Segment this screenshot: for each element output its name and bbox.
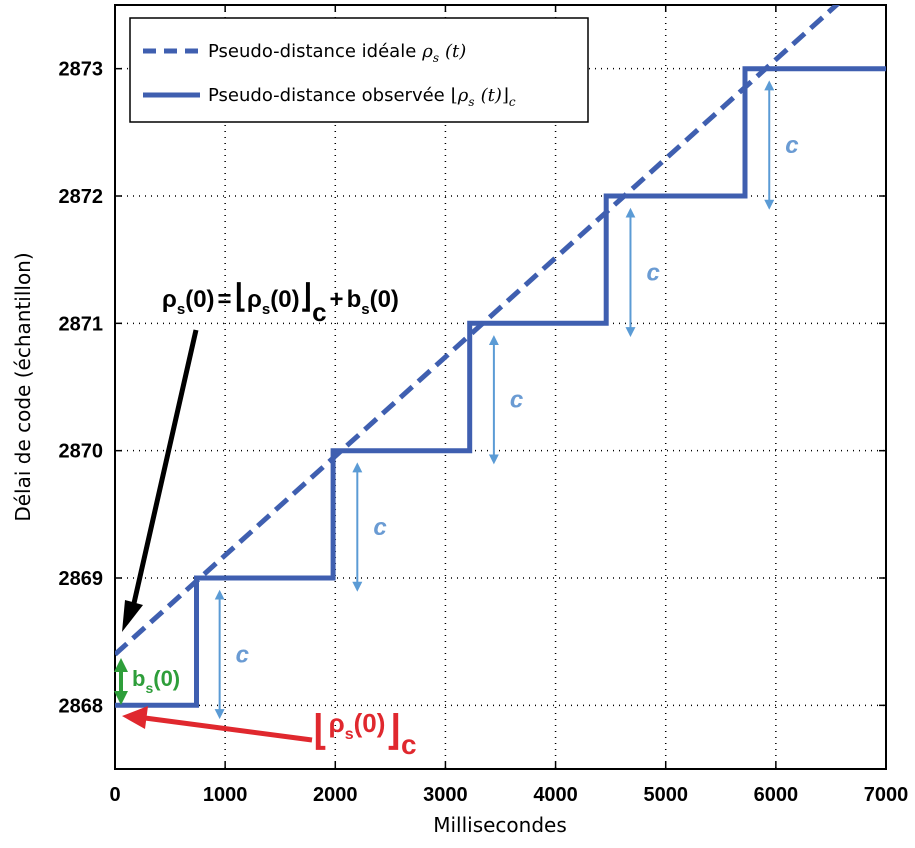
c-arrow-label: c <box>373 514 386 541</box>
x-tick-label: 1000 <box>203 784 248 806</box>
c-arrow-label: c <box>785 132 798 159</box>
x-tick-label: 0 <box>109 784 120 806</box>
plot-frame <box>114 4 887 770</box>
series-group <box>115 5 886 708</box>
x-tick-label: 4000 <box>533 784 578 806</box>
x-tick-label: 3000 <box>423 784 468 806</box>
plot-area <box>115 5 886 769</box>
ticks: 0 1000 2000 3000 4000 5000 6000 7000 2868 2869 287… <box>59 5 909 806</box>
series-observed-line <box>115 66 886 708</box>
y-tick-label: 2871 <box>59 313 104 335</box>
legend-box <box>129 17 589 123</box>
x-tick-label: 6000 <box>754 784 799 806</box>
y-tick-label: 2869 <box>59 568 104 590</box>
grid <box>115 5 886 769</box>
legend: Pseudo-distance idéale ρs (t) Pseudo-dista… <box>129 17 589 123</box>
y-axis-label: Délai de code (échantillon) <box>11 252 35 521</box>
red-floor-annotation: ⌊ρs(0)⌋c <box>313 708 417 760</box>
x-tick-label: 7000 <box>864 784 909 806</box>
y-tick-label: 2868 <box>59 695 104 717</box>
red-arrow <box>122 706 313 743</box>
bs0-annotation: bs(0) <box>132 666 180 696</box>
y-tick-label: 2872 <box>59 186 104 208</box>
c-arrow-label: c <box>646 259 659 286</box>
x-tick-label: 2000 <box>313 784 358 806</box>
c-arrow-label: c <box>236 641 249 668</box>
x-axis-label: Millisecondes <box>433 813 567 837</box>
legend-observed-label: Pseudo-distance observée ⌊ρs (t)⌋c <box>208 85 516 109</box>
x-tick-label: 5000 <box>643 784 688 806</box>
c-arrow-label: c <box>510 387 523 414</box>
y-tick-label: 2873 <box>59 59 104 81</box>
legend-ideal-label: Pseudo-distance idéale ρs (t) <box>208 41 466 65</box>
equation-annotation: ρs(0) =⌊ρs(0)⌋c + bs(0) <box>162 278 399 327</box>
y-tick-label: 2870 <box>59 441 104 463</box>
series-ideal-line <box>115 5 841 657</box>
c-arrows-group: c c c c c <box>214 80 799 720</box>
equation-arrow <box>122 329 199 632</box>
